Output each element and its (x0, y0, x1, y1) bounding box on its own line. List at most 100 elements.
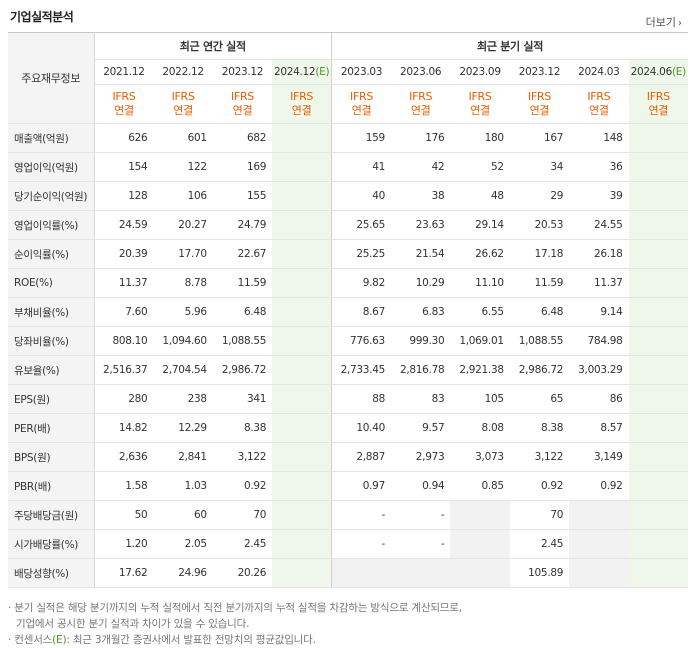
table-cell: 11.59 (212, 268, 273, 298)
table-cell (272, 210, 332, 240)
table-cell: 26.18 (569, 239, 629, 269)
table-cell (628, 529, 688, 559)
table-cell (272, 181, 332, 211)
table-cell: 784.98 (569, 326, 629, 356)
table-cell: 9.14 (569, 297, 629, 327)
table-cell: 626 (94, 123, 154, 153)
ifrs-header: IFRS 연결 (153, 84, 213, 124)
table-cell (272, 123, 332, 153)
note-line: · 컨센서스(E): 최근 3개월간 증권사에서 발표한 전망치의 평균값입니다… (8, 634, 316, 646)
period-header: 2024.06(E) (628, 59, 688, 85)
footnotes: · 분기 실적은 해당 분기까지의 누적 실적에서 직전 분기까지의 누적 실적… (8, 600, 462, 648)
table-cell: 176 (390, 123, 451, 153)
table-row: 시가배당률(%) 1.20 2.05 2.45- -2.45 (8, 529, 688, 559)
table-cell (272, 355, 332, 385)
table-cell: 24.59 (94, 210, 154, 240)
row-label: 배당성향(%) (8, 558, 95, 588)
row-label: 유보율(%) (8, 355, 95, 385)
table-cell: 341 (212, 384, 273, 414)
ifrs-header: IFRS 연결 (331, 84, 391, 124)
table-cell: 70 (212, 500, 273, 530)
table-cell: 3,122 (212, 442, 273, 472)
table-cell: 17.62 (94, 558, 154, 588)
table-row: PER(배) 14.82 12.29 8.38 10.40 9.57 8.08 8.38 8.5… (8, 413, 688, 443)
table-cell: 2.05 (153, 529, 213, 559)
table-row: 배당성향(%) 17.62 24.96 20.26 105.89 (8, 558, 688, 588)
table-cell (628, 181, 688, 211)
ifrs-header: IFRS 연결 (212, 84, 273, 124)
table-cell (272, 239, 332, 269)
table-cell (628, 500, 688, 530)
financial-table: 주요재무정보 최근 연간 실적 최근 분기 실적 2021.12 2022.12 2… (8, 32, 688, 588)
table-cell: 601 (153, 123, 213, 153)
table-cell: 2,986.72 (509, 355, 570, 385)
table-cell: 8.78 (153, 268, 213, 298)
table-cell: 39 (569, 181, 629, 211)
table-cell (272, 529, 332, 559)
table-cell: 25.65 (331, 210, 391, 240)
table-cell: 52 (450, 152, 510, 182)
table-cell: 23.63 (390, 210, 451, 240)
note-line: · 분기 실적은 해당 분기까지의 누적 실적에서 직전 분기까지의 누적 실적… (8, 602, 462, 614)
table-cell: 14.82 (94, 413, 154, 443)
table-cell: 238 (153, 384, 213, 414)
table-cell: 20.26 (212, 558, 273, 588)
estimate-mark: (E) (671, 66, 686, 78)
table-cell: 106 (153, 181, 213, 211)
more-link[interactable]: 더보기 › (646, 14, 682, 30)
table-row: 부채비율(%) 7.60 5.96 6.48 8.67 6.83 6.55 6.48 9.14 (8, 297, 688, 327)
table-cell: 36 (569, 152, 629, 182)
table-cell: 42 (390, 152, 451, 182)
table-cell: 11.59 (509, 268, 570, 298)
table-cell (628, 123, 688, 153)
period-header: 2022.12 (153, 59, 213, 85)
row-label: EPS(원) (8, 384, 95, 414)
table-row: PBR(배) 1.58 1.03 0.92 0.97 0.94 0.85 0.92 0.92 (8, 471, 688, 501)
annual-group-header: 최근 연간 실적 (94, 32, 332, 60)
table-cell: 122 (153, 152, 213, 182)
table-cell (628, 355, 688, 385)
table-cell: 0.92 (509, 471, 570, 501)
table-row: 유보율(%) 2,516.37 2,704.54 2,986.72 2,733.45 2,… (8, 355, 688, 385)
table-cell (272, 268, 332, 298)
table-cell (272, 152, 332, 182)
table-cell: 2,841 (153, 442, 213, 472)
table-cell: 2.45 (212, 529, 273, 559)
table-cell: 25.25 (331, 239, 391, 269)
table-cell (628, 152, 688, 182)
table-cell: 40 (331, 181, 391, 211)
row-label: 영업이익률(%) (8, 210, 95, 240)
period-header: 2021.12 (94, 59, 154, 85)
table-cell (628, 471, 688, 501)
table-cell: 154 (94, 152, 154, 182)
table-cell: 11.37 (569, 268, 629, 298)
table-cell: 11.37 (94, 268, 154, 298)
table-cell: 21.54 (390, 239, 451, 269)
period-header: 2023.12 (212, 59, 273, 85)
table-cell: 22.67 (212, 239, 273, 269)
table-cell: 17.70 (153, 239, 213, 269)
table-cell: 6.55 (450, 297, 510, 327)
table-cell: 1.20 (94, 529, 154, 559)
table-cell: 8.57 (569, 413, 629, 443)
table-cell (628, 558, 688, 588)
table-cell (569, 500, 629, 530)
table-cell: 2,733.45 (331, 355, 391, 385)
table-cell (569, 558, 629, 588)
table-cell: 20.27 (153, 210, 213, 240)
table-cell: 1,088.55 (509, 326, 570, 356)
table-cell: 0.92 (569, 471, 629, 501)
table-cell: 2,986.72 (212, 355, 273, 385)
table-cell (272, 326, 332, 356)
table-cell: 682 (212, 123, 273, 153)
table-cell: 2,636 (94, 442, 154, 472)
table-cell: 2,816.78 (390, 355, 451, 385)
table-cell: 999.30 (390, 326, 451, 356)
table-cell: 3,073 (450, 442, 510, 472)
row-label: PBR(배) (8, 471, 95, 501)
row-label: ROE(%) (8, 268, 95, 298)
table-cell: 2.45 (509, 529, 570, 559)
period-header: 2024.03 (569, 59, 629, 85)
table-cell: 0.94 (390, 471, 451, 501)
table-cell (272, 471, 332, 501)
